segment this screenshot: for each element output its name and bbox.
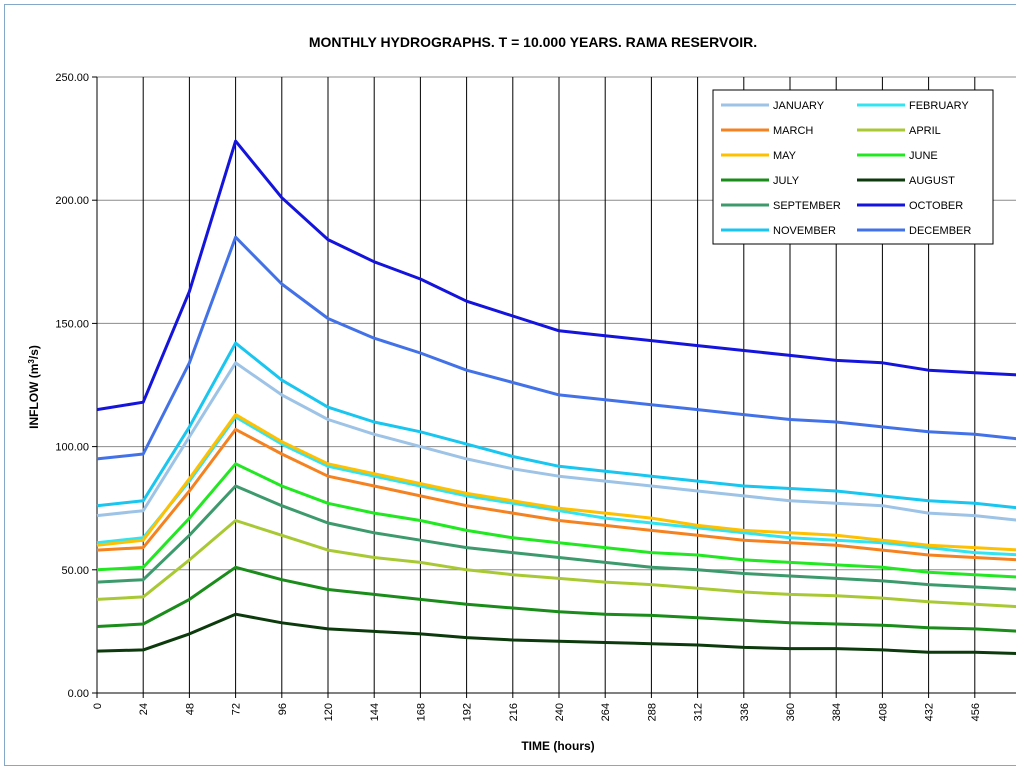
y-tick-label: 200.00 [55,195,89,207]
chart-svg: MONTHLY HYDROGRAPHS. T = 10.000 YEARS. R… [27,34,1016,753]
grid-layer [97,76,1016,694]
x-tick-label: 384 [831,703,843,721]
legend-label-september: SEPTEMBER [773,200,841,212]
y-axis-title: INFLOW (m3/s) [27,345,42,429]
x-tick-label: 456 [970,703,982,721]
series-line-may [96,413,1016,552]
x-tick-label: 312 [693,703,705,721]
series-line-december [96,235,1016,461]
y-tick-label: 50.00 [61,565,89,577]
legend-label-november: NOVEMBER [773,225,836,237]
legend-box [712,89,994,245]
x-tick-label: 0 [92,703,104,709]
legend-label-may: MAY [773,150,797,162]
series-line-september [96,484,1016,591]
y-axis-title-suffix: /s) [27,345,41,359]
legend-label-july: JULY [773,175,800,187]
chart-frame: MONTHLY HYDROGRAPHS. T = 10.000 YEARS. R… [4,4,1016,766]
x-tick-label: 24 [138,703,150,715]
series-line-march [96,427,1016,562]
x-tick-label: 264 [600,703,612,721]
x-tick-label: 240 [554,703,566,721]
x-tick-label: 408 [877,703,889,721]
x-tick-label: 96 [277,703,289,715]
legend-label-october: OCTOBER [909,200,963,212]
series-line-july [96,565,1016,633]
legend-label-january: JANUARY [773,100,825,112]
x-tick-label: 192 [462,703,474,721]
series-line-august [96,612,1016,655]
series-line-october [96,139,1016,412]
x-tick-label: 72 [231,703,243,715]
x-tick-label: 120 [323,703,335,721]
x-tick-label: 288 [646,703,658,721]
y-tick-label: 100.00 [55,442,89,454]
x-tick-label: 216 [508,703,520,721]
series-line-june [96,462,1016,579]
legend: JANUARY FEBRUARY MARCH APRIL MAY JUNE JULY AUGU… [712,89,994,245]
axis-layer: 0.00 50.00 100.00 150.00 200.00 250.00 0 24 48 72… [55,72,1016,721]
x-axis-title: TIME (hours) [521,739,594,753]
series-line-january [96,361,1016,522]
y-axis-title-prefix: INFLOW (m [27,364,41,429]
y-tick-label: 150.00 [55,318,89,330]
legend-label-june: JUNE [909,150,938,162]
series-line-february [96,415,1016,557]
legend-label-february: FEBRUARY [909,100,969,112]
legend-label-december: DECEMBER [909,225,971,237]
series-line-april [96,519,1016,609]
legend-label-march: MARCH [773,125,813,137]
chart-title: MONTHLY HYDROGRAPHS. T = 10.000 YEARS. R… [309,34,757,50]
series-layer [96,139,1016,655]
x-tick-label: 336 [739,703,751,721]
y-tick-label: 250.00 [55,72,89,84]
x-tick-label: 432 [924,703,936,721]
y-tick-label: 0.00 [68,688,89,700]
x-tick-label: 360 [785,703,797,721]
x-tick-label: 144 [369,703,381,721]
y-axis-title-sup: 3 [27,359,36,364]
legend-label-august: AUGUST [909,175,955,187]
series-line-november [96,341,1016,510]
x-tick-label: 48 [184,703,196,715]
x-tick-label: 168 [415,703,427,721]
legend-label-april: APRIL [909,125,941,137]
